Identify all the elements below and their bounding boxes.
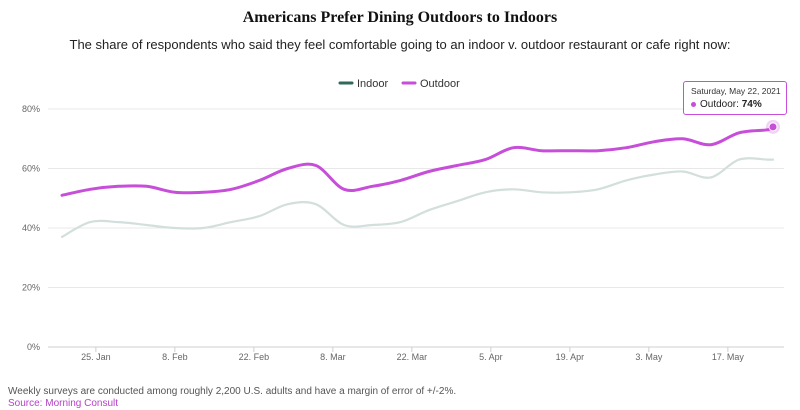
- tooltip-date: Saturday, May 22, 2021: [691, 86, 781, 96]
- y-tick-label: 0%: [27, 342, 40, 352]
- x-tick-label: 17. May: [712, 352, 745, 362]
- y-tick-label: 40%: [22, 223, 40, 233]
- legend-outdoor-label: Outdoor: [420, 78, 460, 90]
- series-line-outdoor: [60, 125, 775, 197]
- chart-subtitle: The share of respondents who said they f…: [69, 37, 731, 52]
- x-tick-label: 5. Apr: [479, 352, 503, 362]
- hover-point: [768, 122, 778, 132]
- series-lines: [60, 125, 775, 238]
- tooltip-dot: [691, 101, 696, 107]
- x-tick-label: 25. Jan: [81, 352, 111, 362]
- x-tick-label: 8. Feb: [162, 352, 188, 362]
- x-tick-label: 3. May: [635, 352, 663, 362]
- grid-lines: [48, 108, 784, 348]
- x-axis: 25. Jan 8. Feb 22. Feb 8. Mar 22. Mar 5. Apr 1…: [81, 347, 744, 362]
- y-axis-ticks: 0% 20% 40% 60% 80%: [22, 104, 40, 352]
- hover-marker: [766, 119, 780, 134]
- legend-indoor-label: Indoor: [357, 78, 389, 90]
- x-tick-label: 22. Feb: [239, 352, 270, 362]
- tooltip-series: Outdoor: [700, 99, 737, 110]
- series-line-indoor: [60, 157, 775, 238]
- y-tick-label: 20%: [22, 283, 40, 293]
- tooltip: Saturday, May 22, 2021 Outdoor: 74%: [683, 81, 787, 115]
- tooltip-row: Outdoor: 74%: [691, 99, 779, 110]
- x-tick-label: 22. Mar: [397, 352, 428, 362]
- footer-source[interactable]: Source: Morning Consult: [8, 398, 119, 409]
- x-tick-label: 19. Apr: [556, 352, 585, 362]
- footer-note: Weekly surveys are conducted among rough…: [8, 386, 457, 397]
- legend: Indoor Outdoor: [338, 78, 460, 90]
- chart-title: Americans Prefer Dining Outdoors to Indo…: [242, 9, 558, 26]
- tooltip-value: 74%: [741, 99, 762, 110]
- x-tick-label: 8. Mar: [320, 352, 346, 362]
- y-tick-label: 60%: [22, 164, 40, 174]
- y-tick-label: 80%: [22, 104, 40, 114]
